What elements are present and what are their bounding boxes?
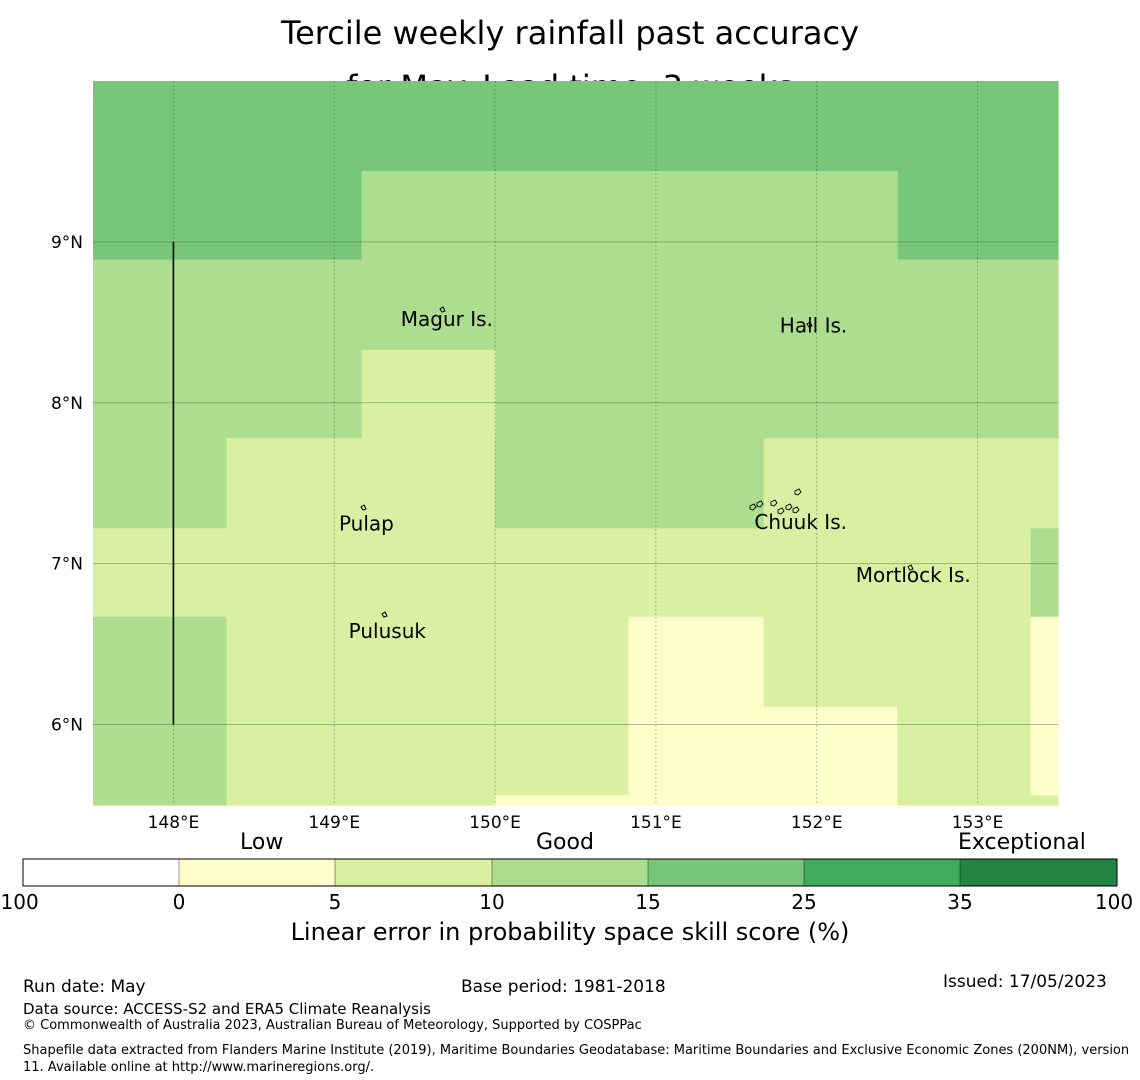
colorbar-frame: [22, 858, 1118, 887]
island-outline: [907, 564, 914, 571]
graticule: [93, 81, 1058, 805]
heatmap-cell: [763, 616, 898, 708]
heatmap-cell: [1030, 616, 1059, 796]
heatmap-cell: [628, 616, 765, 806]
colorbar-title: Linear error in probability space skill …: [290, 918, 850, 946]
colorbar: [22, 858, 1118, 887]
colorbar-segment: [648, 859, 804, 886]
heatmap-cell: [763, 438, 1059, 529]
colorbar-segment: [960, 859, 1117, 886]
heatmap-cell: [1030, 795, 1059, 806]
colorbar-tick: 100: [1094, 890, 1134, 914]
run-date: Run date: May: [23, 977, 146, 997]
heatmap-cell: [93, 438, 228, 529]
heatmap-cell: [93, 81, 363, 261]
island-markers: Magur Is. Hall Is. Pulap Chuuk Is. Mortlock …: [339, 306, 971, 643]
island-label: Chuuk Is.: [754, 510, 847, 534]
chuuk-outline: [794, 488, 802, 496]
colorbar-label-good: Good: [536, 830, 594, 855]
chuuk-outline: [792, 506, 800, 514]
chuuk-outline: [770, 499, 778, 507]
island-outline: [806, 321, 813, 328]
chuuk-outline: [777, 507, 785, 515]
heatmap-cell: [763, 706, 898, 806]
island-outline: [439, 306, 446, 313]
latitude-tick-label: 9°N: [51, 233, 83, 253]
colorbar-segment: [492, 859, 648, 886]
chuuk-outline: [749, 503, 757, 511]
heatmap-cell: [361, 81, 898, 172]
longitude-tick-label: 153°E: [952, 813, 1004, 833]
colorbar-segment: [23, 859, 179, 886]
colorbar-tick: 5: [328, 890, 342, 914]
heatmap-cell: [361, 171, 898, 261]
colorbar-segment: [335, 859, 492, 886]
chuuk-outline: [785, 503, 793, 511]
colorbar-tick: 35: [947, 890, 973, 914]
heatmap-cells: [93, 81, 1059, 806]
heatmap-cell: [93, 616, 228, 806]
island-label: Pulap: [339, 511, 394, 535]
longitude-tick-label: 152°E: [791, 813, 843, 833]
heatmap-cell: [226, 616, 630, 806]
latitude-tick-label: 7°N: [51, 555, 83, 575]
heatmap-cell: [226, 438, 496, 529]
colorbar-label-exceptional: Exceptional: [958, 830, 1086, 855]
heatmap-cell: [93, 528, 1032, 618]
longitude-tick-label: 148°E: [148, 813, 200, 833]
colorbar-tick: 10: [479, 890, 505, 914]
chuuk-outline: [756, 500, 764, 508]
colorbar-segment: [179, 859, 335, 886]
latitude-tick-label: 8°N: [51, 394, 83, 414]
colorbar-tick: 0: [172, 890, 186, 914]
island-label: Pulusuk: [349, 619, 427, 643]
heatmap-cell: [897, 616, 1032, 806]
island-label: Mortlock Is.: [856, 563, 971, 587]
heatmap-cell: [361, 349, 496, 439]
copyright: © Commonwealth of Australia 2023, Austra…: [23, 1018, 642, 1033]
data-source: Data source: ACCESS-S2 and ERA5 Climate …: [23, 1000, 431, 1018]
colorbar-tick: -100: [0, 890, 39, 914]
base-period: Base period: 1981-2018: [461, 977, 666, 997]
longitude-tick-label: 150°E: [469, 813, 521, 833]
island-outline: [360, 504, 367, 511]
colorbar-label-low: Low: [240, 830, 284, 855]
heatmap-cell: [495, 795, 630, 806]
colorbar-tick: 15: [635, 890, 661, 914]
longitude-tick-label: 151°E: [630, 813, 682, 833]
shapefile-credit: Shapefile data extracted from Flanders M…: [23, 1043, 1130, 1075]
heatmap-cell: [93, 259, 1059, 439]
island-label: Hall Is.: [780, 314, 847, 338]
title-line-1: Tercile weekly rainfall past accuracy: [280, 14, 859, 52]
heatmap-cell: [495, 438, 765, 529]
island-outline: [381, 611, 388, 618]
longitude-tick-label: 149°E: [308, 813, 360, 833]
heatmap-cell: [897, 81, 1059, 261]
issued-date: Issued: 17/05/2023: [943, 972, 1107, 992]
colorbar-segment: [804, 859, 960, 886]
heatmap-cell: [1030, 528, 1059, 618]
colorbar-tick: 25: [791, 890, 817, 914]
latitude-tick-label: 6°N: [51, 716, 83, 736]
island-label: Magur Is.: [401, 307, 493, 331]
map-axes: 148°E 149°E 150°E 151°E 152°E 153°E 6°N 7°N 8°N 9…: [51, 233, 1003, 833]
